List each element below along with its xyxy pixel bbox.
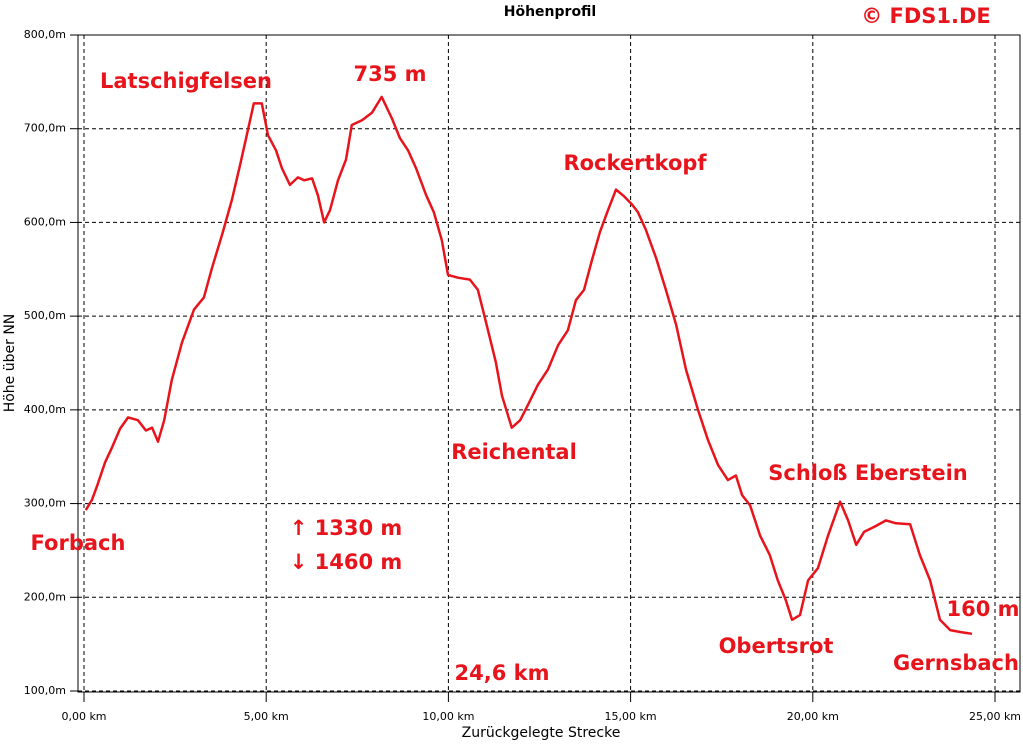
annotation: ↓ 1460 m [290, 550, 403, 574]
annotation: Latschigfelsen [100, 69, 272, 93]
credit: © FDS1.DE [861, 4, 991, 28]
elevation-line [84, 95, 973, 636]
x-tick-label: 25,00 km [969, 710, 1021, 723]
annotation: Rockertkopf [563, 151, 707, 175]
annotation: Obertsrot [719, 634, 834, 658]
x-tick-label: 5,00 km [244, 710, 289, 723]
annotation: 735 m [353, 62, 426, 86]
x-axis-label: Zurückgelegte Strecke [462, 725, 621, 741]
y-tick-label: 200,0m [24, 590, 66, 603]
chart-title: Höhenprofil [504, 4, 596, 20]
y-tick-label: 400,0m [24, 403, 66, 416]
annotation: Reichental [451, 440, 577, 464]
x-tick-label: 20,00 km [787, 710, 839, 723]
annotation: 24,6 km [455, 661, 550, 685]
y-tick-label: 100,0m [24, 684, 66, 697]
y-axis-label: Höhe über NN [2, 314, 18, 413]
annotation: Gernsbach [893, 651, 1019, 675]
x-tick-label: 0,00 km [61, 710, 106, 723]
y-tick-label: 700,0m [24, 122, 66, 135]
annotation: Schloß Eberstein [768, 461, 967, 485]
y-tick-label: 500,0m [24, 309, 66, 322]
x-tick-label: 15,00 km [605, 710, 657, 723]
y-tick-label: 300,0m [24, 497, 66, 510]
annotation: 160 m [946, 597, 1019, 621]
x-tick-label: 10,00 km [422, 710, 474, 723]
annotation: ↑ 1330 m [290, 516, 403, 540]
y-tick-label: 600,0m [24, 215, 66, 228]
annotation: Forbach [31, 531, 126, 555]
y-tick-label: 800,0m [24, 28, 66, 41]
